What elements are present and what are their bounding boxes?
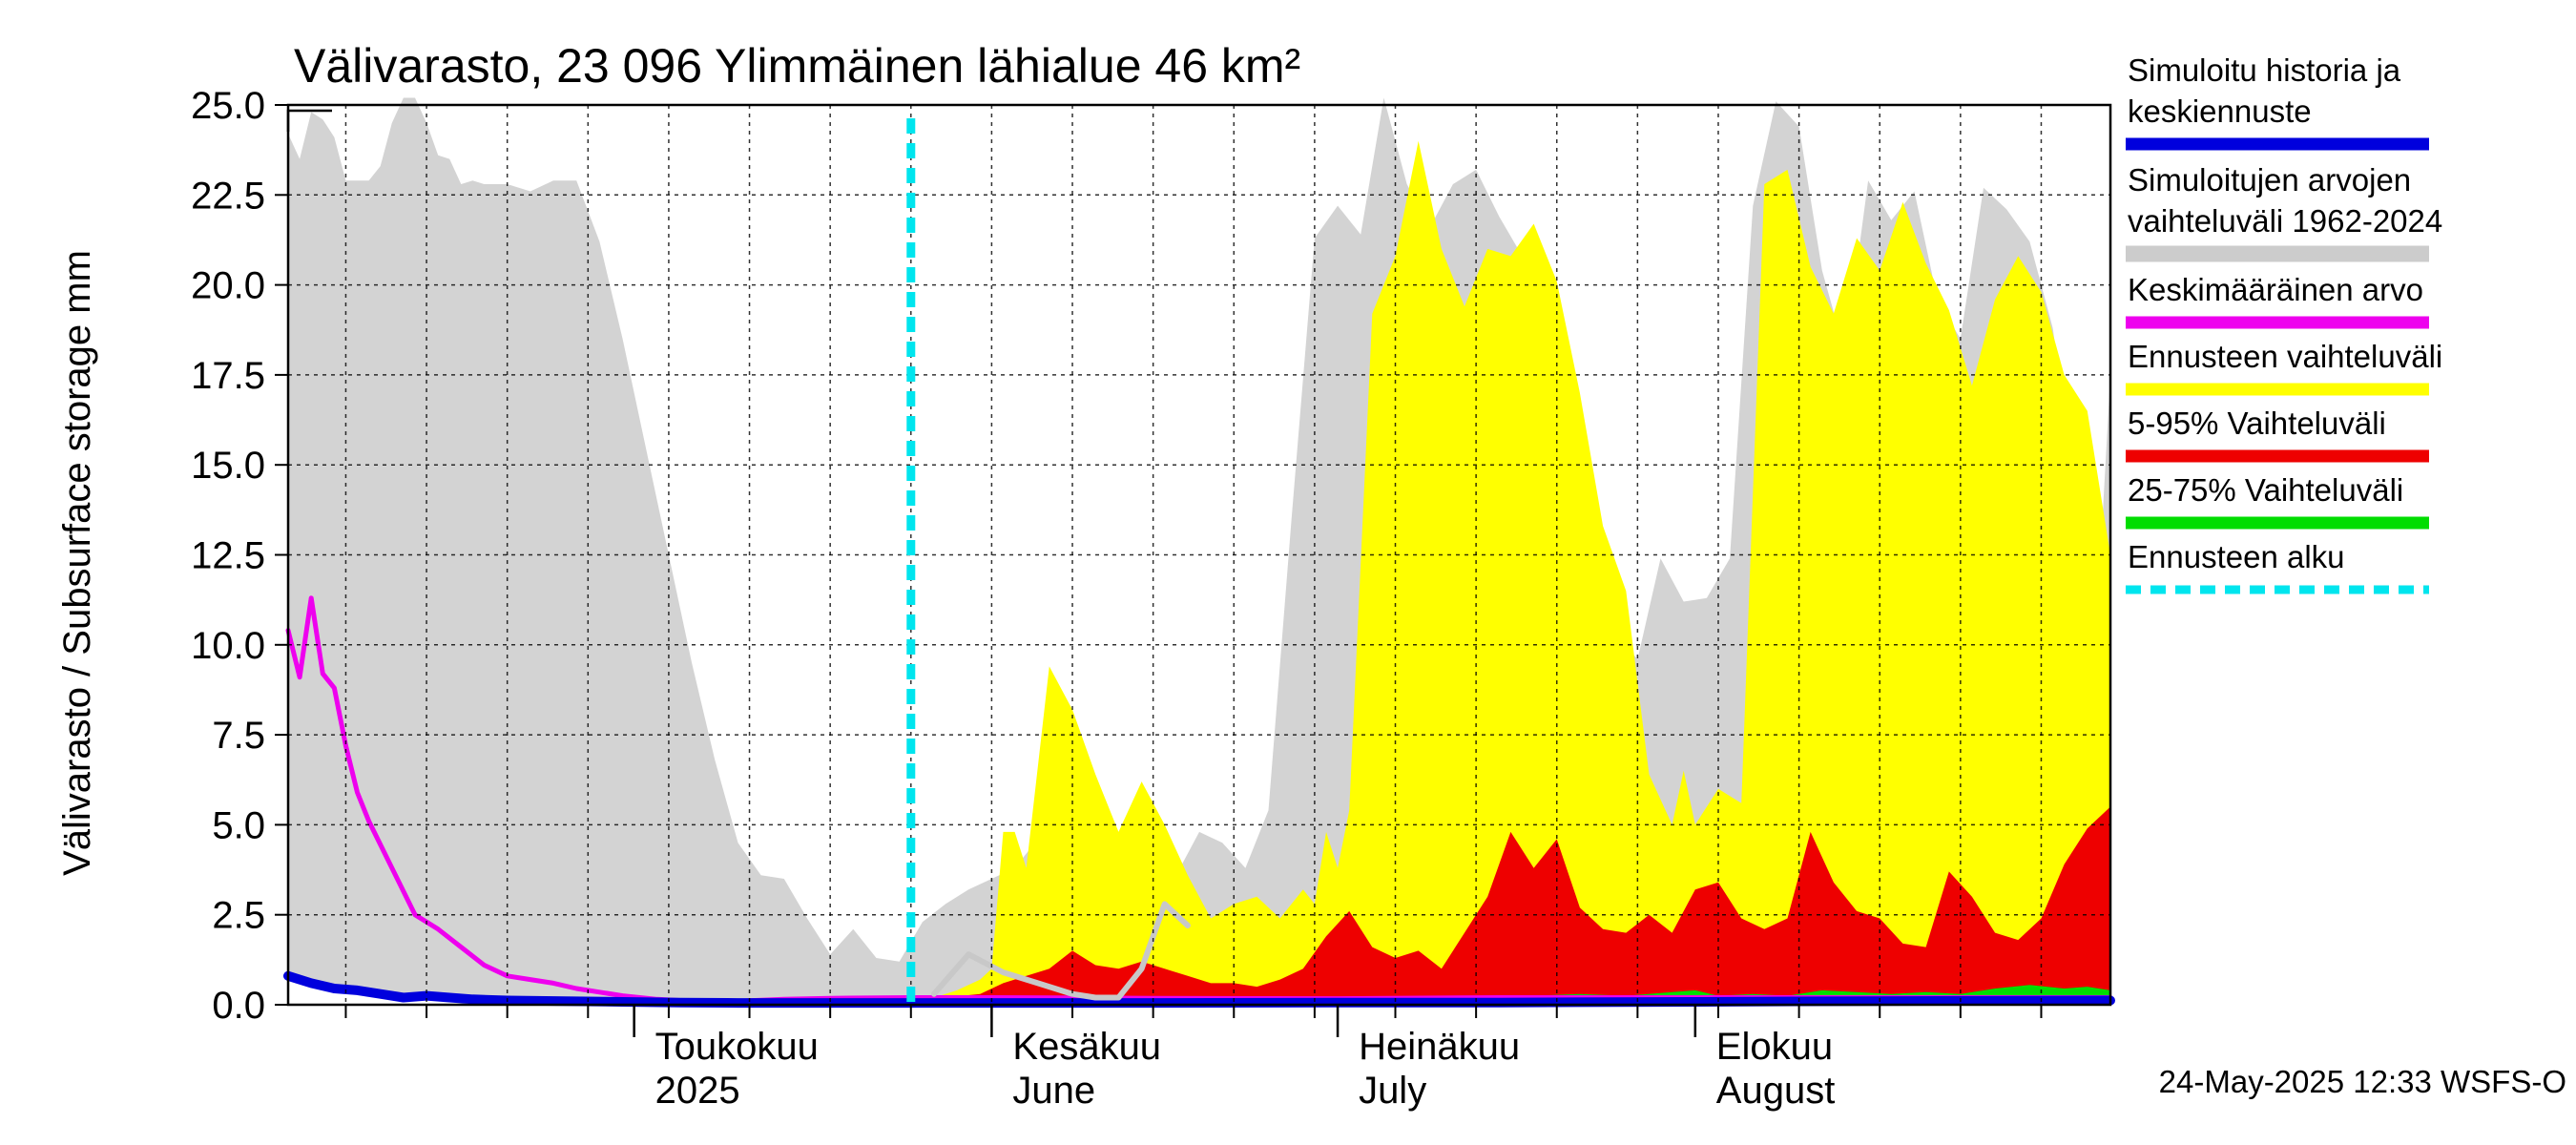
y-tick-label: 2.5 [212, 895, 265, 937]
month-label-en: 2025 [655, 1070, 740, 1112]
y-tick-label: 12.5 [191, 535, 265, 577]
month-label-en: August [1716, 1070, 1836, 1112]
legend-label: Keskimääräinen arvo [2128, 272, 2423, 307]
y-tick-label: 22.5 [191, 175, 265, 217]
month-label-fi: Heinäkuu [1359, 1026, 1520, 1068]
month-label-en: July [1359, 1070, 1426, 1112]
y-tick-label: 0.0 [212, 985, 265, 1027]
y-tick-label: 7.5 [212, 715, 265, 757]
y-tick-label: 5.0 [212, 804, 265, 846]
timestamp-footer: 24-May-2025 12:33 WSFS-O [2159, 1064, 2566, 1099]
plot-frame [286, 103, 2112, 1007]
y-axis-label: Välivarasto / Subsurface storage mm [56, 250, 98, 876]
month-label-en: June [1012, 1070, 1095, 1112]
band-5-95-vaihteluvali [910, 806, 2110, 1004]
chart-title: Välivarasto, 23 096 Ylimmäinen lähialue … [294, 39, 1300, 93]
month-label-fi: Toukokuu [655, 1026, 819, 1068]
legend-label: Ennusteen vaihteluväli [2128, 339, 2442, 374]
month-label-fi: Elokuu [1716, 1026, 1833, 1068]
axis-layer: 0.0 2.5 5.0 7.5 10.0 12.5 15.0 17.5 20.0 22.5 25.0… [191, 85, 2112, 1112]
legend-label: keskiennuste [2128, 94, 2312, 129]
line-simuloitu-historia-ja-keskiennuste [283, 970, 2115, 1009]
legend-label: Simuloitu historia ja [2128, 52, 2401, 88]
line-keskimaarainen-arvo [285, 595, 2113, 1004]
band-ennusteen-vaihteluvali [910, 140, 2110, 1004]
legend-label: 25-75% Vaihteluväli [2128, 472, 2403, 508]
month-label-fi: Kesäkuu [1012, 1026, 1161, 1068]
legend-label: 5-95% Vaihteluväli [2128, 406, 2386, 441]
legend-label: vaihteluväli 1962-2024 [2128, 203, 2442, 239]
y-tick-label: 25.0 [191, 85, 265, 127]
legend-label: Ennusteen alku [2128, 539, 2345, 574]
y-tick-label: 15.0 [191, 445, 265, 487]
grid-layer [288, 105, 2110, 1005]
band-simuloitujen-arvojen-vaihteluvali-1962-2024 [288, 97, 2110, 1004]
legend: Simuloitu historia ja keskiennuste Simuloi… [2126, 52, 2442, 594]
legend-label: Simuloitujen arvojen [2128, 162, 2411, 198]
y-tick-label: 10.0 [191, 625, 265, 667]
series-layer [283, 97, 2115, 1009]
y-tick-label: 17.5 [191, 355, 265, 397]
line-simuloitu-harmaa-viiva [931, 901, 1191, 1001]
y-tick-label: 20.0 [191, 265, 265, 307]
